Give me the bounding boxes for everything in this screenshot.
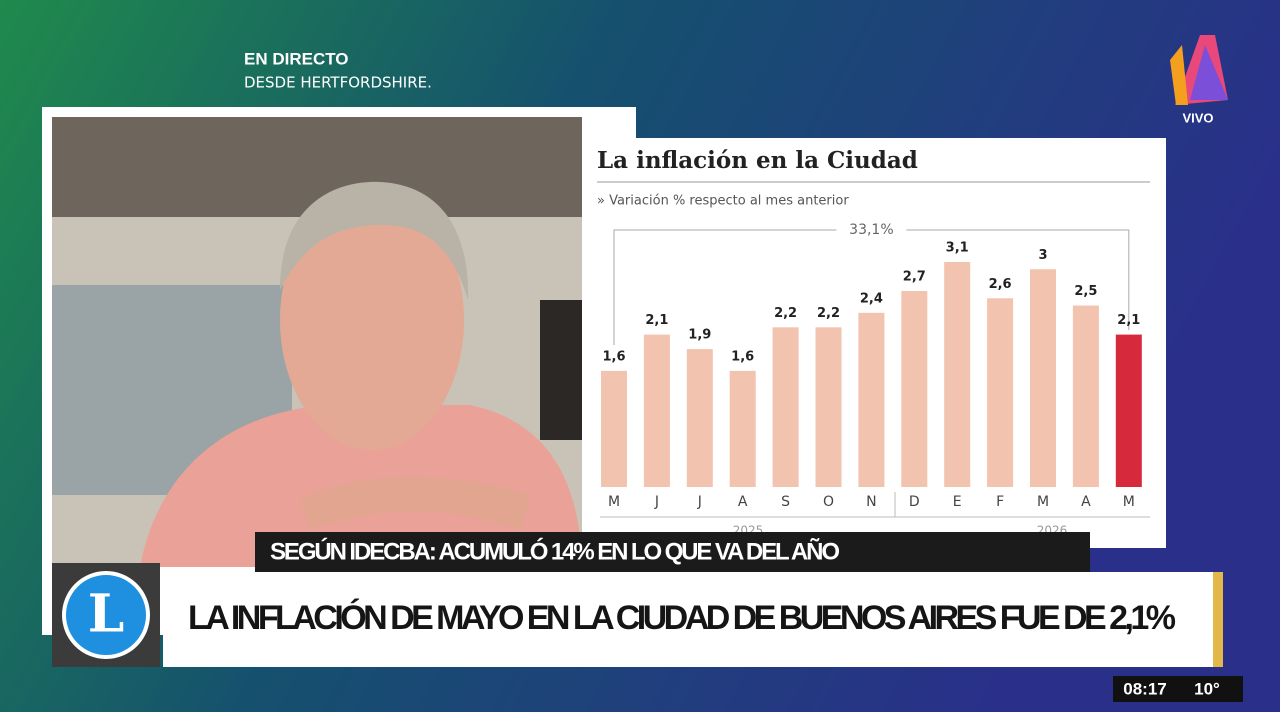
lower-third: SEGÚN IDECBA: ACUMULÓ 14% EN LO QUE VA D… [52, 532, 1223, 667]
value-label: 2,4 [860, 291, 883, 306]
bar [901, 291, 928, 487]
x-tick-label: S [781, 494, 790, 510]
x-tick-label: A [738, 494, 748, 510]
annotation: 33,1% [849, 222, 893, 238]
x-tick-label: F [996, 494, 1004, 510]
kicker: SEGÚN IDECBA: ACUMULÓ 14% EN LO QUE VA D… [270, 537, 840, 565]
x-tick-label: O [823, 494, 834, 510]
bar [772, 327, 799, 487]
bar [643, 334, 670, 487]
bar [1030, 269, 1056, 487]
logo: L [88, 584, 125, 645]
value-label: 2,5 [1074, 284, 1097, 299]
x-tick-label: J [654, 494, 659, 510]
video-feed [42, 107, 636, 635]
channel-badge: VIVO [1182, 110, 1213, 125]
bar [815, 327, 842, 487]
bracket [613, 229, 1130, 345]
location: DESDE HERTFORDSHIRE. [244, 74, 432, 92]
x-tick-label: M [1123, 494, 1135, 510]
bar [1072, 305, 1099, 487]
headline: LA INFLACIÓN DE MAYO EN LA CIUDAD DE BUE… [188, 599, 1176, 637]
bar [601, 370, 627, 487]
chart-panel: La inflación en la Ciudad » Variación % … [584, 138, 1166, 548]
bar [729, 370, 756, 487]
value-label: 2,1 [645, 313, 668, 328]
chart-title: La inflación en la Ciudad [597, 147, 918, 174]
x-tick-label: E [953, 494, 962, 510]
value-label: 1,6 [731, 349, 754, 364]
bar [858, 312, 885, 487]
x-tick-label: D [909, 494, 920, 510]
value-label: 2,2 [774, 306, 797, 321]
x-tick-label: M [1037, 494, 1049, 510]
bar [686, 349, 713, 487]
live-label: EN DIRECTO [244, 49, 349, 68]
temperature: 10° [1194, 679, 1220, 698]
value-label: 1,6 [602, 349, 625, 364]
value-label: 3 [1038, 248, 1047, 263]
value-label: 2,7 [903, 270, 926, 285]
x-tick-label: A [1081, 494, 1091, 510]
bar [987, 298, 1014, 487]
x-tick-label: M [608, 494, 620, 510]
value-label: 3,1 [946, 241, 969, 256]
x-tick-label: N [866, 494, 876, 510]
chart-subtitle: » Variación % respecto al mes anterior [597, 194, 849, 209]
time: 08:17 [1123, 679, 1166, 698]
x-tick-label: J [697, 494, 702, 510]
value-label: 2,2 [817, 306, 840, 321]
clock: 08:17 10° [1113, 676, 1243, 702]
bar [1115, 334, 1142, 487]
value-label: 1,9 [688, 328, 711, 343]
channel-logo: VIVO [1170, 35, 1228, 125]
value-label: 2,6 [989, 277, 1012, 292]
bar [944, 262, 971, 487]
value-label: 2,1 [1117, 313, 1140, 328]
